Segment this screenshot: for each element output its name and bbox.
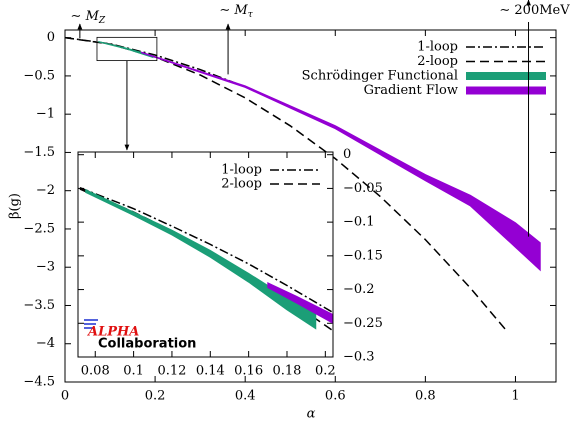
legend-swatch <box>466 86 546 95</box>
annotation: ∼ MZ <box>71 9 106 26</box>
y-axis-label: β(g) <box>8 193 23 219</box>
x-tick-label: 0.2 <box>145 389 166 404</box>
annotation-text: ∼ M <box>71 9 100 24</box>
x-axis-label: α <box>307 407 316 422</box>
y-tick-label: −0.3 <box>343 350 375 365</box>
y-tick-label: −0.25 <box>343 316 383 331</box>
annotation-sub: τ <box>248 10 254 20</box>
x-tick-label: 0.8 <box>415 389 436 404</box>
x-tick-label: 0.4 <box>235 389 256 404</box>
y-tick-label: 0 <box>343 147 351 162</box>
x-tick-label: 1 <box>511 389 519 404</box>
legend-swatch <box>466 72 546 80</box>
x-tick-label: 0.6 <box>325 389 346 404</box>
annotation-text: ∼ 200MeV <box>499 3 570 18</box>
main-plot: 0 0.2 0.4 0.6 0.8 1 0 −0.5 −1 −1.5 −2 −2.5 −3 −3.5 −4 −… <box>23 29 557 404</box>
y-tick-label: −1.5 <box>23 145 55 160</box>
legend-label: 1-loop <box>221 163 262 178</box>
logo-name: ALPHA <box>86 325 139 340</box>
y-tick-label: −0.15 <box>343 248 383 263</box>
x-tick-label: 0.2 <box>315 364 336 379</box>
band <box>141 51 541 272</box>
band <box>85 188 317 330</box>
band <box>267 282 333 324</box>
legend-label: 1-loop <box>417 40 458 55</box>
frame <box>64 29 557 383</box>
y-tick-label: −0.5 <box>23 68 55 83</box>
band <box>98 41 154 59</box>
y-tick-label: −3 <box>36 260 55 275</box>
x-tick-label: 0.14 <box>196 364 225 379</box>
annotation-sub: Z <box>98 16 106 26</box>
y-tick-label: −4.5 <box>23 375 55 390</box>
x-tick-label: 0.12 <box>157 364 186 379</box>
y-tick-label: −2 <box>36 183 55 198</box>
x-tick-label: 0 <box>61 389 69 404</box>
plot-area <box>79 187 333 332</box>
inset: 0.08 0.1 0.12 0.14 0.16 0.18 0.2 0 −0.05 −0.1 −0.1… <box>77 147 383 379</box>
line <box>79 187 333 314</box>
y-tick-label: −4 <box>36 336 55 351</box>
y-tick-label: −2.5 <box>23 221 55 236</box>
annotation: ∼ 200MeV <box>499 3 570 18</box>
plot-area <box>65 36 541 332</box>
annotation: ∼ Mτ <box>219 3 253 20</box>
x-tick-label: 0.18 <box>273 364 302 379</box>
x-tick-label: 0.08 <box>81 364 110 379</box>
y-tick-label: −0.05 <box>343 181 383 196</box>
y-tick-label: −0.2 <box>343 282 375 297</box>
annotation-text: ∼ M <box>219 3 248 18</box>
y-tick-label: −1 <box>36 107 55 122</box>
x-tick-label: 0.16 <box>234 364 263 379</box>
legend-label: 2-loop <box>221 177 262 192</box>
logo-sub: Collaboration <box>98 337 196 352</box>
legend-label: Gradient Flow <box>364 83 458 98</box>
y-tick-label: 0 <box>47 30 55 45</box>
legend-label: 2-loop <box>417 54 458 69</box>
legend-label: Schrödinger Functional <box>302 69 458 84</box>
x-tick-label: 0.1 <box>123 364 144 379</box>
y-tick-label: −3.5 <box>23 298 55 313</box>
y-tick-label: −0.1 <box>343 215 375 230</box>
frame <box>77 151 334 358</box>
